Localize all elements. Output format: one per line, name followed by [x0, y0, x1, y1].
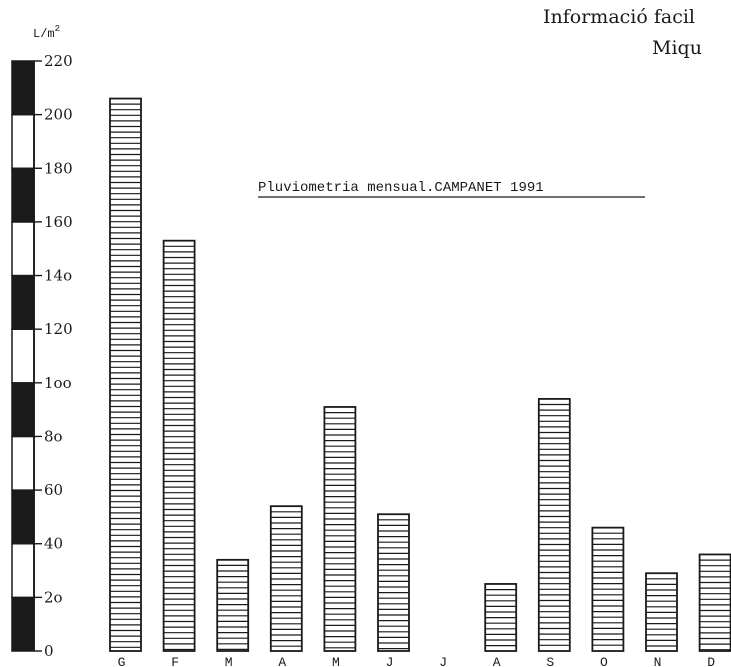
bar-stripes: [592, 532, 624, 646]
header-line-2: Miqu: [652, 37, 702, 59]
bar-stripes: [378, 519, 409, 650]
scale-segment: [11, 596, 35, 652]
x-tick-label: F: [171, 655, 179, 667]
x-tick-label: M: [332, 655, 340, 667]
bar-outline: [216, 558, 250, 652]
scale-segment: [11, 328, 35, 384]
x-tick-label: M: [225, 655, 233, 667]
bar: [162, 239, 196, 652]
y-tick-label: 180: [44, 159, 73, 177]
bar-stripes: [646, 578, 677, 647]
scale-segment: [11, 274, 35, 330]
x-tick-label: J: [386, 655, 394, 667]
bar: [323, 406, 357, 652]
y-tick-label: 1oo: [44, 374, 72, 392]
x-tick-label: G: [118, 655, 126, 667]
y-tick-label: 200: [44, 106, 73, 124]
x-tick-label: O: [600, 655, 608, 667]
scale-segment: [11, 221, 35, 277]
bar: [591, 526, 625, 652]
bar: [698, 553, 731, 652]
bar-outline: [109, 97, 142, 652]
chart-title: Pluviometria mensual.CAMPANET 1991: [258, 180, 544, 196]
x-tick-label: A: [278, 655, 286, 667]
scale-segment: [11, 382, 35, 438]
x-tick-label: S: [546, 655, 554, 667]
y-tick-label: 14o: [44, 267, 72, 285]
y-axis-scale: 0 2o 40 60 8o 1oo 120 14o 160 180 200 220: [11, 52, 73, 660]
bar-stripes: [217, 564, 249, 650]
bar-stripes: [699, 559, 731, 651]
bar-outline: [377, 513, 410, 652]
bar: [377, 513, 410, 652]
bar-stripes: [163, 245, 195, 651]
y-tick-label: 60: [44, 481, 63, 499]
bar: [645, 572, 678, 652]
scale-segment: [11, 167, 35, 223]
y-axis-unit-base: L/m: [33, 27, 55, 41]
scale-segment: [11, 60, 35, 116]
bar-stripes: [538, 403, 570, 646]
y-tick-label: 40: [44, 535, 63, 553]
bar: [537, 398, 571, 652]
bar-stripes: [485, 589, 517, 647]
y-axis-unit: L/m2: [33, 24, 60, 41]
bars: [109, 97, 731, 652]
bar: [269, 505, 303, 652]
scale-segment: [11, 489, 35, 545]
bar-outline: [698, 553, 731, 652]
bar: [484, 583, 518, 652]
y-axis-unit-exp: 2: [55, 24, 60, 34]
y-tick-label: 120: [44, 320, 73, 338]
header-line-1: Informació facil: [543, 6, 695, 28]
x-tick-label: D: [707, 655, 715, 667]
bar-stripes: [110, 103, 141, 648]
y-tick-label: 160: [44, 213, 73, 231]
bar-stripes: [270, 511, 302, 647]
bar: [109, 97, 142, 652]
scale-segment: [11, 113, 35, 170]
bar-stripes: [324, 412, 356, 649]
y-tick-label: 220: [44, 52, 73, 70]
x-tick-label: J: [439, 655, 447, 667]
bar-outline: [323, 406, 357, 652]
x-tick-label: N: [654, 655, 662, 667]
y-tick-label: 0: [44, 642, 54, 660]
bar: [216, 558, 250, 652]
y-tick-label: 8o: [44, 427, 63, 445]
x-tick-label: A: [493, 655, 501, 667]
scale-segment: [11, 542, 35, 599]
bar-outline: [537, 398, 571, 652]
scale-segment: [11, 435, 35, 491]
y-tick-label: 2o: [44, 588, 63, 606]
